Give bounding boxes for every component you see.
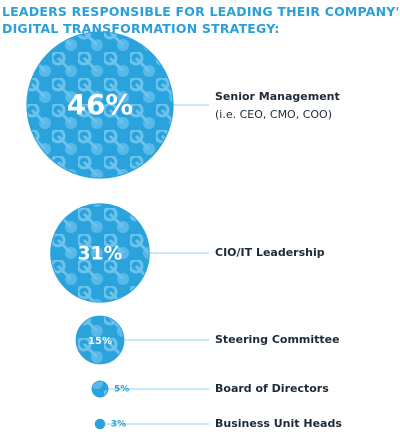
category-label: Business Unit Heads [215, 417, 342, 430]
chart-title: LEADERS RESPONSIBLE FOR LEADING THEIR CO… [2, 4, 400, 19]
value-label: 46% [67, 88, 134, 121]
bubble [75, 315, 125, 365]
category-label: Steering Committee [215, 333, 340, 346]
value-label: 3% [111, 420, 126, 430]
category-note: (i.e. CEO, CMO, COO) [215, 108, 332, 121]
bubble [50, 203, 150, 303]
value-label: 15% [88, 336, 112, 347]
value-label: 31% [78, 244, 123, 265]
value-label: 5% [114, 385, 129, 395]
bubble [91, 380, 109, 398]
bubble [26, 31, 174, 179]
category-label: Senior Management [215, 90, 340, 103]
bubble [94, 418, 106, 430]
category-label: CIO/IT Leadership [215, 246, 325, 259]
chart-title: DIGITAL TRANSFORMATION STRATEGY: [2, 21, 280, 36]
category-label: Board of Directors [215, 382, 329, 395]
